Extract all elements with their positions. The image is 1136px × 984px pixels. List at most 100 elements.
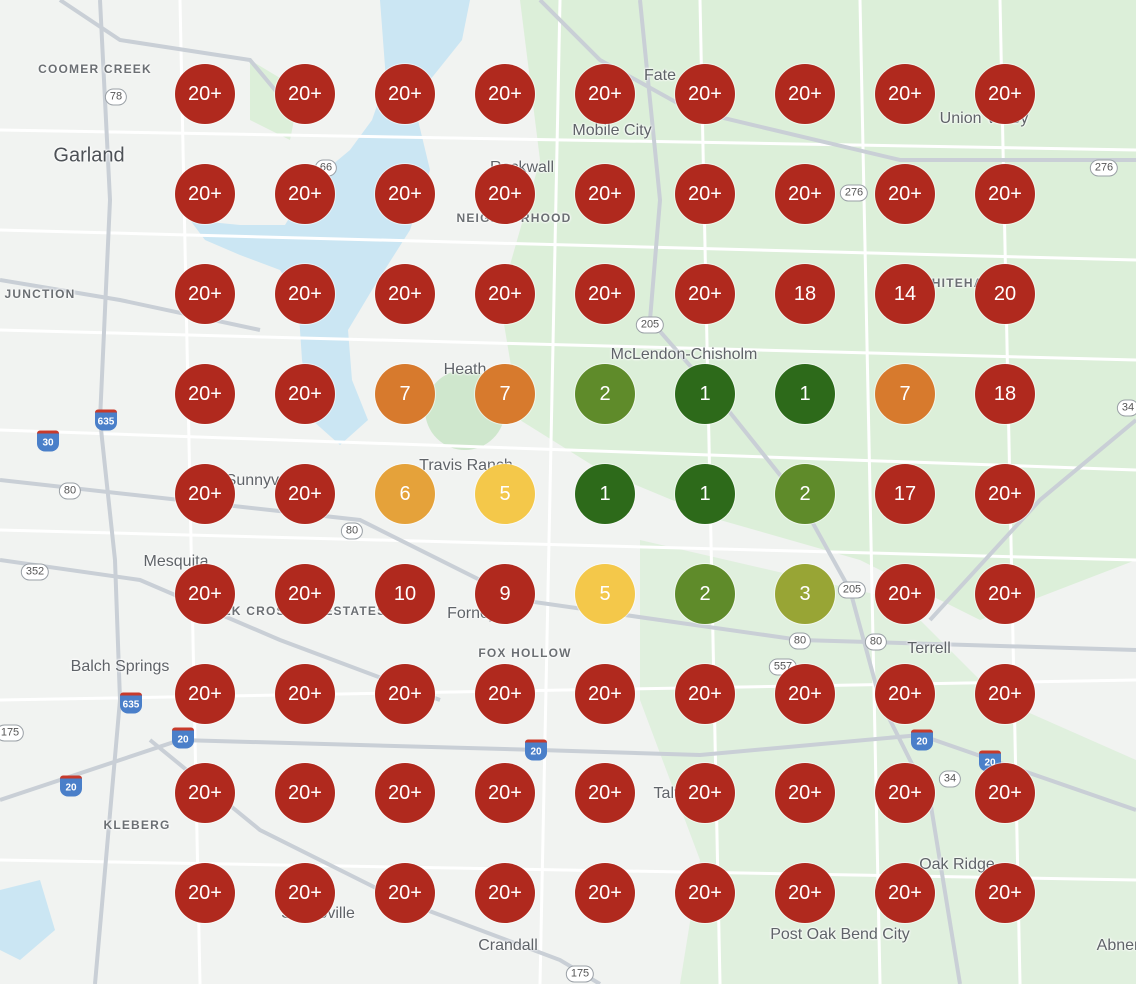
- place-label: Garland: [53, 144, 125, 167]
- rank-pin[interactable]: 20+: [775, 64, 835, 124]
- rank-pin[interactable]: 20+: [175, 564, 235, 624]
- rank-pin[interactable]: 20+: [675, 763, 735, 823]
- place-label: Abner: [1096, 937, 1136, 954]
- rank-pin[interactable]: 20+: [275, 863, 335, 923]
- rank-pin[interactable]: 20+: [275, 763, 335, 823]
- rank-pin[interactable]: 20+: [975, 464, 1035, 524]
- rank-pin[interactable]: 20+: [575, 863, 635, 923]
- rank-pin[interactable]: 20+: [675, 264, 735, 324]
- rank-pin[interactable]: 5: [575, 564, 635, 624]
- rank-pin[interactable]: 20+: [975, 664, 1035, 724]
- rank-pin[interactable]: 20+: [275, 664, 335, 724]
- rank-pin[interactable]: 2: [675, 564, 735, 624]
- rank-pin[interactable]: 17: [875, 464, 935, 524]
- rank-pin[interactable]: 20+: [175, 64, 235, 124]
- rank-pin[interactable]: 20+: [875, 863, 935, 923]
- rank-pin[interactable]: 20+: [475, 863, 535, 923]
- rank-pin[interactable]: 18: [975, 364, 1035, 424]
- rank-pin[interactable]: 20+: [175, 364, 235, 424]
- rank-pin[interactable]: 5: [475, 464, 535, 524]
- rank-pin[interactable]: 3: [775, 564, 835, 624]
- rank-pin[interactable]: 20+: [375, 664, 435, 724]
- place-label: Fate: [643, 67, 677, 84]
- rank-pin[interactable]: 7: [475, 364, 535, 424]
- rank-pin[interactable]: 20+: [175, 863, 235, 923]
- rank-pin[interactable]: 20+: [475, 64, 535, 124]
- lake-arm: [0, 880, 55, 960]
- highway-shield-icon: 175: [565, 965, 595, 983]
- rank-pin[interactable]: 20+: [775, 863, 835, 923]
- rank-pin[interactable]: 20+: [175, 664, 235, 724]
- rank-pin[interactable]: 20+: [675, 164, 735, 224]
- rank-pin[interactable]: 20+: [775, 164, 835, 224]
- rank-pin[interactable]: 2: [575, 364, 635, 424]
- rank-pin[interactable]: 18: [775, 264, 835, 324]
- highway-shield-icon: 80: [58, 482, 82, 500]
- highway-shield-icon: 276: [839, 184, 869, 202]
- highway-shield-icon: 80: [340, 522, 364, 540]
- rank-pin[interactable]: 10: [375, 564, 435, 624]
- rank-pin[interactable]: 20+: [575, 64, 635, 124]
- rank-pin[interactable]: 20+: [575, 264, 635, 324]
- rank-pin[interactable]: 20+: [475, 264, 535, 324]
- rank-pin[interactable]: 20+: [975, 64, 1035, 124]
- rank-pin[interactable]: 1: [575, 464, 635, 524]
- rank-pin[interactable]: 20+: [575, 763, 635, 823]
- place-label: Oak Ridge: [919, 856, 995, 873]
- rank-pin[interactable]: 20+: [375, 164, 435, 224]
- highway-shield-icon: 175: [0, 724, 25, 742]
- rank-pin[interactable]: 20+: [975, 763, 1035, 823]
- rank-pin[interactable]: 7: [875, 364, 935, 424]
- rank-pin[interactable]: 20+: [475, 763, 535, 823]
- rank-pin[interactable]: 20+: [275, 264, 335, 324]
- rank-pin[interactable]: 20+: [675, 863, 735, 923]
- rank-pin[interactable]: 1: [675, 464, 735, 524]
- rank-pin[interactable]: 20+: [275, 464, 335, 524]
- place-label: KLEBERG: [103, 818, 171, 832]
- rank-pin[interactable]: 20+: [275, 564, 335, 624]
- rank-pin[interactable]: 20+: [875, 564, 935, 624]
- rank-pin[interactable]: 20+: [575, 164, 635, 224]
- rank-pin[interactable]: 20+: [375, 264, 435, 324]
- interstate-shield-icon: 20: [525, 739, 547, 761]
- rank-pin[interactable]: 14: [875, 264, 935, 324]
- rank-pin[interactable]: 20+: [675, 64, 735, 124]
- rank-pin[interactable]: 20+: [175, 464, 235, 524]
- rank-pin[interactable]: 20+: [775, 763, 835, 823]
- rank-pin[interactable]: 20+: [275, 64, 335, 124]
- place-label: JUNCTION: [4, 287, 76, 301]
- rank-pin[interactable]: 20+: [875, 664, 935, 724]
- rank-pin[interactable]: 20+: [475, 164, 535, 224]
- rank-pin[interactable]: 20+: [175, 264, 235, 324]
- rank-pin[interactable]: 20+: [275, 164, 335, 224]
- rank-pin[interactable]: 7: [375, 364, 435, 424]
- place-label: Balch Springs: [70, 658, 170, 675]
- rank-pin[interactable]: 20+: [275, 364, 335, 424]
- rank-pin[interactable]: 20+: [975, 564, 1035, 624]
- rank-pin[interactable]: 9: [475, 564, 535, 624]
- rank-pin[interactable]: 20+: [875, 64, 935, 124]
- highway-shield-icon: 80: [864, 633, 888, 651]
- rank-pin[interactable]: 20+: [375, 64, 435, 124]
- rank-pin[interactable]: 20+: [775, 664, 835, 724]
- rank-pin[interactable]: 20+: [975, 863, 1035, 923]
- rank-pin[interactable]: 20+: [175, 763, 235, 823]
- rank-pin[interactable]: 20+: [975, 164, 1035, 224]
- rank-pin[interactable]: 1: [675, 364, 735, 424]
- rank-pin[interactable]: 2: [775, 464, 835, 524]
- rank-pin[interactable]: 20+: [475, 664, 535, 724]
- rank-pin[interactable]: 1: [775, 364, 835, 424]
- highway-shield-icon: 34: [1116, 399, 1136, 417]
- place-label: COOMER CREEK: [38, 62, 152, 76]
- rank-pin[interactable]: 20+: [875, 164, 935, 224]
- rank-pin[interactable]: 20+: [675, 664, 735, 724]
- rank-pin[interactable]: 6: [375, 464, 435, 524]
- rank-pin[interactable]: 20+: [175, 164, 235, 224]
- rank-pin[interactable]: 20+: [375, 763, 435, 823]
- place-label: McLendon-Chisholm: [610, 346, 758, 363]
- rank-pin[interactable]: 20+: [375, 863, 435, 923]
- rank-pin[interactable]: 20+: [875, 763, 935, 823]
- rank-pin[interactable]: 20+: [575, 664, 635, 724]
- rank-pin[interactable]: 20: [975, 264, 1035, 324]
